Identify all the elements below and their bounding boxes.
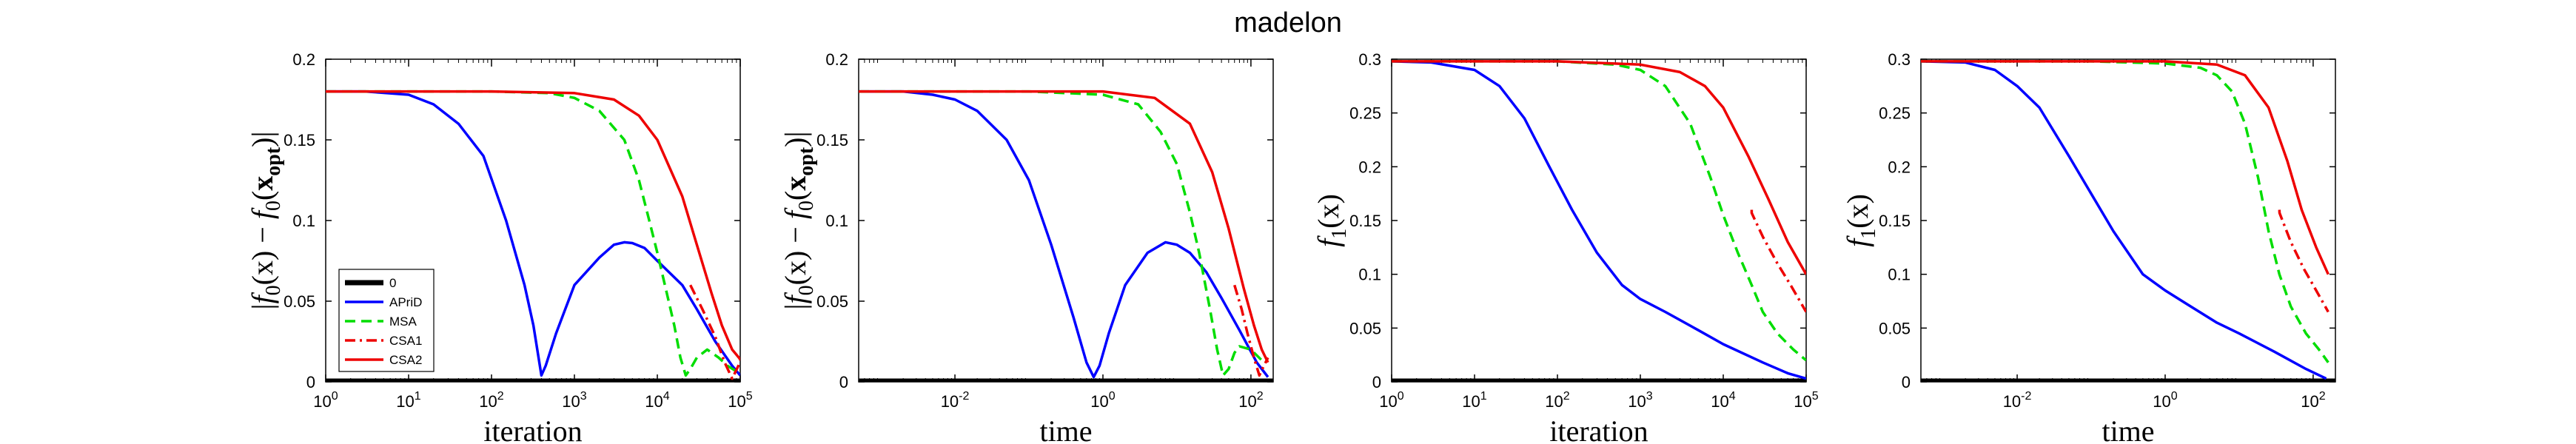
x-tick-label: 103 <box>562 390 586 411</box>
series-line-msa <box>326 90 740 377</box>
legend-label-csa2: CSA2 <box>389 353 422 367</box>
x-tick-label: 102 <box>479 390 503 411</box>
x-tick-label: 100 <box>313 390 338 411</box>
legend-label-aprid: APriD <box>389 295 422 309</box>
series-line-csa2 <box>326 90 740 360</box>
y-tick-label: 0.2 <box>292 50 315 69</box>
y-tick-label: 0.15 <box>284 131 315 149</box>
legend-label-zero: 0 <box>389 276 396 290</box>
legend-label-csa1: CSA1 <box>389 334 422 348</box>
figure-title: madelon <box>1234 7 1342 38</box>
y-axis-label: |f0(x) − f0(xopt)| <box>246 131 285 309</box>
x-tick-label: 101 <box>396 390 420 411</box>
series-line-csa1 <box>689 284 740 380</box>
y-tick-label: 0.1 <box>292 212 315 230</box>
y-tick-label: 0 <box>306 373 315 391</box>
y-tick-label: 0.05 <box>284 292 315 311</box>
x-tick-label: 104 <box>645 390 669 411</box>
series-line-aprid <box>326 90 740 377</box>
x-tick-label: 105 <box>728 390 752 411</box>
legend-label-msa: MSA <box>389 314 417 329</box>
x-axis-label: iteration <box>483 414 582 444</box>
